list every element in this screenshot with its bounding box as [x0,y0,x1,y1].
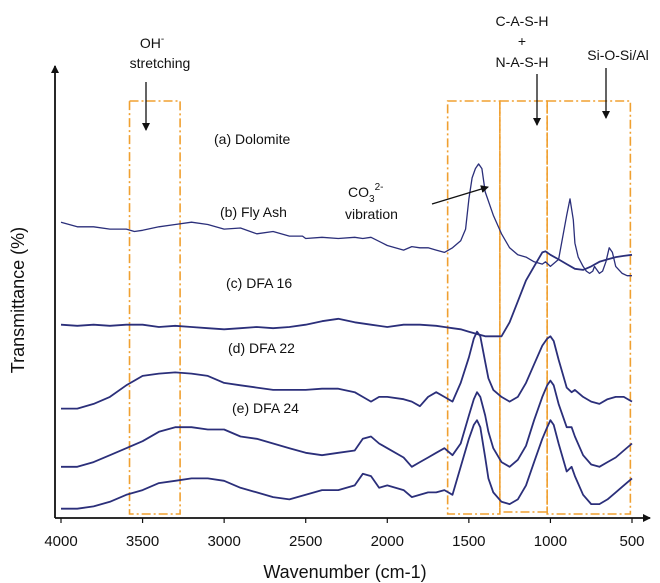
x-tick-label: 2500 [289,533,322,550]
x-tick-label: 3500 [126,533,159,550]
x-tick-label: 2000 [371,533,404,550]
series-line-5 [61,419,633,510]
sioal-label: Si-O-Si/Al [587,47,648,63]
y-axis-title: Transmittance (%) [8,227,28,373]
series-label-dolomite: (a) Dolomite [214,131,290,147]
series-label-fly-ash: (b) Fly Ash [220,204,287,220]
series-label-dfa-16: (c) DFA 16 [226,275,292,291]
cash-label: C-A-S-H [496,13,549,29]
highlight-region-3 [499,100,548,513]
co3-arrow [431,185,489,205]
highlight-region-1 [128,100,181,515]
x-tick-label: 1500 [452,533,485,550]
series-line-4 [61,379,633,468]
series-line-2 [60,250,633,338]
x-tick-label: 500 [619,533,644,550]
cash-plus-label: + [518,33,526,49]
nash-label: N-A-S-H [496,54,549,70]
co3-vibration-label: CO32- [348,182,383,205]
highlight-regions [128,100,632,515]
oh-stretching-label-line2: stretching [130,55,191,71]
highlight-region-4 [546,100,632,515]
series-line-3 [61,330,633,410]
co3-vibration-label-line2: vibration [345,206,398,222]
series-label-dfa-22: (d) DFA 22 [228,340,295,356]
x-tick-label: 4000 [44,533,77,550]
x-tick-label: 3000 [207,533,240,550]
x-axis-title: Wavenumber (cm-1) [263,562,426,582]
oh-stretching-label: OH- [140,34,164,51]
x-ticks: 4000 3500 3000 2500 2000 1500 1000 500 [44,518,645,550]
series-label-dfa-24: (e) DFA 24 [232,400,299,416]
series-line-1 [60,163,632,277]
x-tick-label: 1000 [534,533,567,550]
spectra-lines [60,163,633,510]
